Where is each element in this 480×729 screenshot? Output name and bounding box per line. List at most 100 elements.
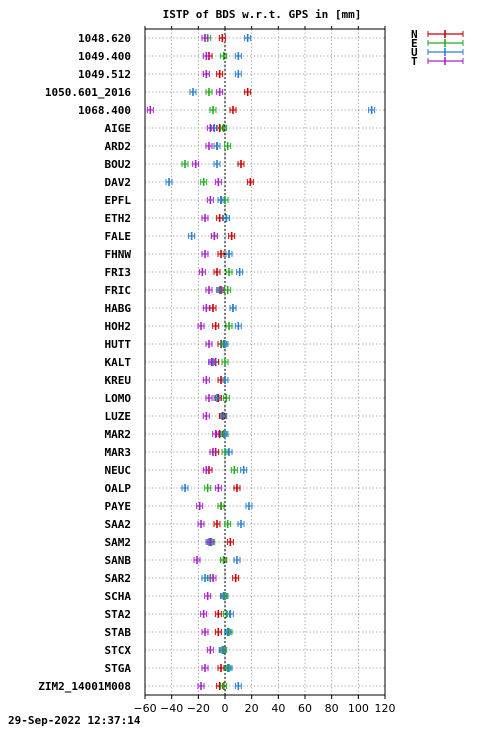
point-T [202,52,210,60]
point-T [201,34,209,42]
x-tick-label: 120 [375,702,396,715]
point-T [192,160,200,168]
point-T [204,592,212,600]
station-label: FRIC [105,284,132,297]
point-N [213,520,221,528]
point-T [202,466,210,474]
point-T [201,664,209,672]
point-T [202,412,210,420]
station-label: LOMO [105,392,132,405]
point-N [214,610,222,618]
point-T [214,484,222,492]
point-N [217,664,225,672]
station-label: STA2 [105,608,132,621]
point-T [198,268,206,276]
point-U [225,250,233,258]
point-U [221,340,229,348]
point-T [202,304,210,312]
point-T [197,682,205,690]
grid-lines [145,29,385,695]
point-E [209,106,217,114]
point-U [244,34,252,42]
legend-label-N: N [411,28,418,41]
point-N [246,178,254,186]
point-U [240,466,248,474]
point-U [237,520,245,528]
point-T [197,322,205,330]
legend-label-T: T [411,55,418,68]
plot-frame [144,28,386,696]
point-E [220,52,228,60]
point-N [237,160,245,168]
point-U [221,376,229,384]
point-N [216,70,224,78]
station-label: 1049.400 [78,50,131,63]
point-E [230,466,238,474]
station-label: AIGE [105,122,132,135]
point-N [216,214,224,222]
point-U [218,646,226,654]
station-label: HABG [105,302,132,315]
station-label: 1068.400 [78,104,131,117]
station-label: ZIM2_14001M008 [38,680,131,693]
x-tick-label: 0 [222,702,229,715]
station-label: PAYE [105,500,132,513]
point-T [202,70,210,78]
station-label: KALT [105,356,132,369]
point-T [202,376,210,384]
point-U [233,556,241,564]
point-N [226,538,234,546]
point-T [208,358,216,366]
point-T [209,574,217,582]
legend-swatch-U [427,48,464,56]
point-U [224,628,232,636]
point-U [225,664,233,672]
point-E [220,682,228,690]
point-T [201,628,209,636]
point-E [181,160,189,168]
legend-label-E: E [411,37,418,50]
point-T [205,340,213,348]
point-U [234,682,242,690]
point-U [234,322,242,330]
point-T [206,196,214,204]
point-N [228,232,236,240]
point-E [221,358,229,366]
point-T [201,214,209,222]
point-U [236,268,244,276]
point-N [244,88,252,96]
point-U [229,304,237,312]
point-T [206,646,214,654]
station-label: LUZE [105,410,132,423]
station-label: HOH2 [105,320,132,333]
point-U [234,52,242,60]
x-tick-label: −60 [133,702,156,715]
station-label: STAB [105,626,132,639]
point-T [205,142,213,150]
x-tick-label: 40 [271,702,285,715]
station-label: SAM2 [105,536,132,549]
point-N [212,322,220,330]
point-E [217,502,225,510]
point-U [213,394,221,402]
x-tick-label: −40 [160,702,183,715]
point-U [188,232,196,240]
station-label: NEUC [105,464,132,477]
point-U [220,412,228,420]
point-T [146,106,154,114]
legend-swatch-T [427,57,464,65]
station-label: ARD2 [105,140,132,153]
point-E [220,556,228,564]
x-tick-label: 100 [348,702,369,715]
timestamp: 29-Sep-2022 12:37:14 [8,714,141,727]
x-tick-label: 20 [245,702,259,715]
point-T [205,394,213,402]
point-T [210,232,218,240]
station-label: BOU2 [105,158,132,171]
station-labels: 1048.620 1049.400 1049.512 1050.601_2016 106… [38,32,131,693]
point-N [209,304,217,312]
station-label: FALE [105,230,132,243]
station-label: 1050.601_2016 [45,86,131,99]
point-E [224,142,232,150]
